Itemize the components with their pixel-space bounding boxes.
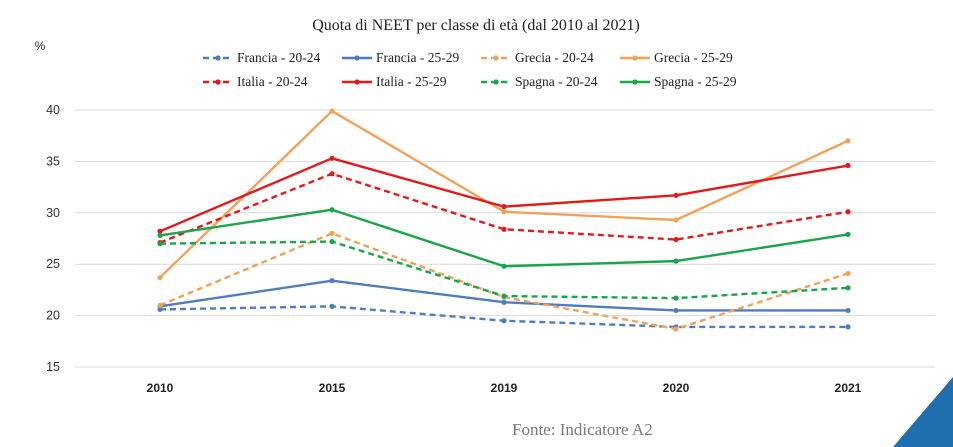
data-point: [501, 293, 507, 299]
legend-marker: [354, 55, 360, 61]
data-point: [329, 108, 335, 114]
legend-marker: [493, 79, 499, 85]
data-point: [157, 302, 163, 308]
data-point: [501, 226, 507, 232]
data-point: [501, 204, 507, 210]
data-point: [673, 258, 679, 264]
chart-title: Quota di NEET per classe di età (dal 201…: [312, 17, 640, 34]
series-4: [157, 171, 851, 246]
legend-marker: [493, 55, 499, 61]
data-point: [329, 303, 335, 309]
data-point: [501, 299, 507, 305]
data-point: [845, 324, 851, 330]
data-point: [329, 155, 335, 161]
legend-marker: [215, 79, 221, 85]
x-tick-label: 2021: [835, 381, 862, 395]
series-line: [159, 172, 849, 244]
x-axis: 2010 2015 2019 2020 2021: [147, 381, 862, 395]
x-tick-label: 2019: [491, 381, 518, 395]
x-tick-label: 2010: [147, 381, 174, 395]
legend-marker: [354, 79, 360, 85]
data-point: [501, 318, 507, 324]
gridlines: [75, 109, 935, 368]
data-point: [673, 192, 679, 198]
data-point: [673, 217, 679, 223]
legend-label: Italia - 20-24: [237, 74, 308, 89]
legend-marker: [632, 55, 638, 61]
series-5: [157, 155, 851, 234]
series-0: [157, 303, 851, 330]
series-line: [159, 208, 849, 268]
source-note: Fonte: Indicatore A2: [512, 420, 653, 439]
x-tick-label: 2015: [319, 381, 346, 395]
y-tick-label: 35: [46, 154, 60, 168]
legend-item: Italia - 20-24: [203, 74, 308, 89]
y-tick-label: 30: [46, 206, 60, 220]
data-point: [673, 236, 679, 243]
legend-label: Grecia - 25-29: [654, 50, 733, 65]
series-line: [159, 109, 849, 279]
x-tick-label: 2020: [663, 381, 690, 395]
data-point: [673, 295, 679, 301]
data-point: [845, 285, 851, 291]
legend-item: Grecia - 20-24: [481, 50, 594, 65]
data-point: [157, 228, 163, 234]
legend-label: Francia - 25-29: [376, 50, 459, 65]
data-point: [157, 232, 163, 239]
data-point: [329, 238, 335, 245]
legend-marker: [632, 79, 638, 85]
data-point: [329, 171, 335, 177]
data-point: [329, 207, 335, 213]
legend-item: Italia - 25-29: [342, 74, 447, 89]
series-2: [157, 230, 851, 332]
legend: Francia - 20-24 Francia - 25-29 Grecia - 2…: [203, 50, 737, 89]
data-point: [329, 278, 335, 284]
series-3: [157, 108, 851, 281]
legend-item: Francia - 20-24: [203, 50, 320, 65]
legend-item: Francia - 25-29: [342, 50, 459, 65]
data-point: [845, 209, 851, 215]
data-point: [673, 307, 679, 314]
data-point: [329, 230, 335, 236]
series-6: [157, 238, 851, 301]
data-point: [845, 162, 851, 169]
data-point: [157, 241, 163, 247]
data-point: [673, 326, 679, 332]
y-tick-label: 20: [46, 309, 60, 323]
data-point: [845, 307, 851, 314]
data-point: [157, 274, 163, 281]
y-tick-label: 15: [46, 360, 60, 374]
y-tick-label: 40: [46, 103, 60, 117]
data-point: [501, 209, 507, 215]
y-tick-label: 25: [46, 257, 60, 271]
legend-item: Spagna - 25-29: [620, 74, 737, 89]
legend-item: Spagna - 20-24: [481, 74, 598, 89]
legend-marker: [215, 55, 221, 61]
series-line: [159, 232, 849, 331]
legend-label: Francia - 20-24: [237, 50, 320, 65]
data-point: [501, 263, 507, 269]
legend-label: Grecia - 20-24: [515, 50, 594, 65]
legend-item: Grecia - 25-29: [620, 50, 733, 65]
series-7: [157, 207, 851, 269]
corner-triangle: [893, 377, 953, 447]
legend-label: Spagna - 25-29: [654, 74, 737, 89]
data-point: [845, 231, 851, 237]
series-lines: [157, 108, 851, 332]
data-point: [845, 138, 851, 144]
legend-label: Spagna - 20-24: [515, 74, 598, 89]
y-axis-unit: %: [35, 39, 46, 53]
y-axis: 15 20 25 30 35 40: [46, 103, 60, 374]
corner-decoration: [893, 377, 953, 447]
data-point: [845, 270, 851, 277]
legend-label: Italia - 25-29: [376, 74, 447, 89]
